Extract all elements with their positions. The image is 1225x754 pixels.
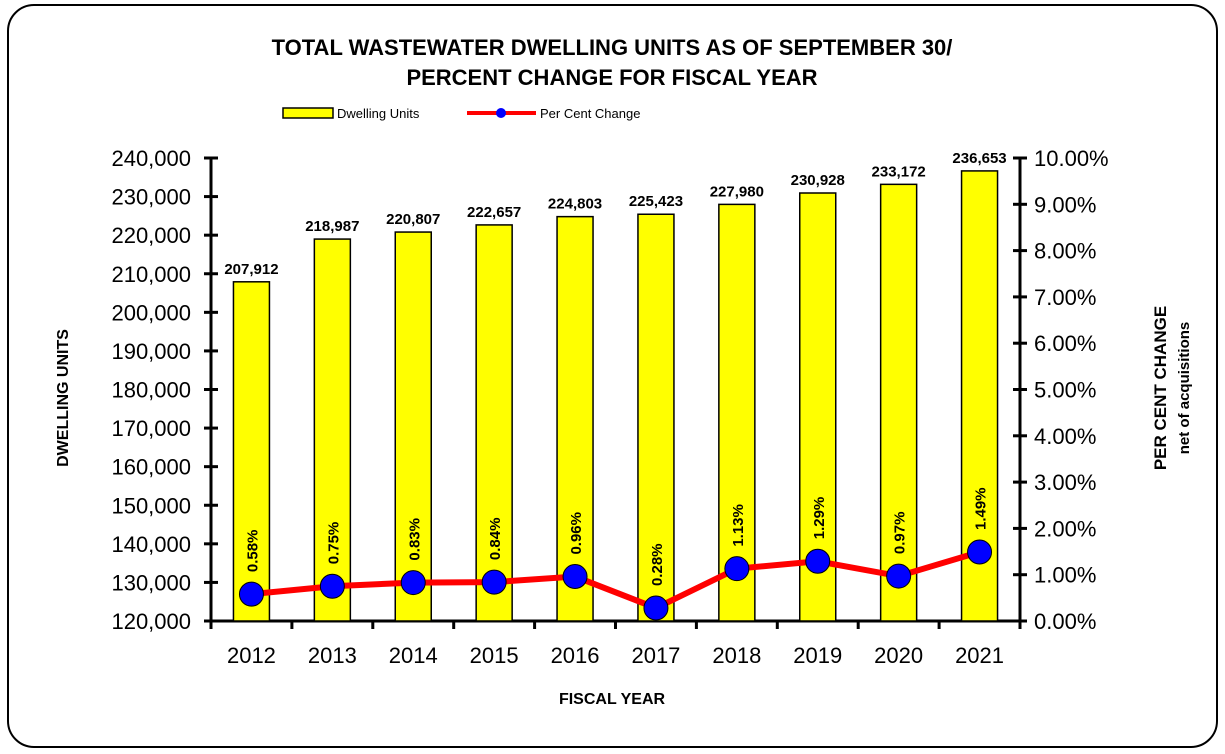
y-tick-label: 160,000 [111, 455, 191, 480]
y2-tick-label: 3.00% [1034, 470, 1096, 495]
bar-value-label: 233,172 [872, 163, 926, 180]
line-value-label: 0.28% [649, 543, 666, 586]
bar-value-label: 230,928 [791, 172, 845, 189]
bar [394, 231, 432, 622]
line-marker [319, 573, 345, 599]
chart-title: PERCENT CHANGE FOR FISCAL YEAR [406, 65, 817, 90]
y-tick-label: 190,000 [111, 339, 191, 364]
y2-axis-label: PER CENT CHANGE [1151, 306, 1170, 470]
x-tick-label: 2013 [308, 643, 357, 668]
y-tick-label: 240,000 [111, 146, 191, 171]
line-value-label: 0.96% [568, 512, 585, 555]
line-value-label: 0.75% [325, 522, 342, 565]
y-tick-label: 230,000 [111, 185, 191, 210]
bar-value-label: 222,657 [467, 204, 521, 221]
x-tick-label: 2014 [389, 643, 438, 668]
line-marker [967, 539, 993, 565]
bar [556, 215, 594, 622]
line-marker [886, 563, 912, 589]
line-marker [724, 556, 750, 582]
bar-value-label: 227,980 [710, 183, 764, 200]
line-marker [238, 581, 264, 607]
bar [313, 238, 352, 622]
y2-tick-label: 8.00% [1034, 239, 1096, 264]
y2-tick-label: 0.00% [1034, 609, 1096, 634]
x-tick-label: 2015 [470, 643, 519, 668]
legend-swatch [496, 108, 506, 118]
y2-tick-label: 7.00% [1034, 285, 1096, 310]
line-value-label: 0.58% [244, 530, 261, 573]
y-tick-label: 150,000 [111, 493, 191, 518]
line-value-label: 1.13% [730, 504, 747, 547]
y2-tick-label: 1.00% [1034, 563, 1096, 588]
x-tick-label: 2017 [631, 643, 680, 668]
line-value-label: 0.84% [487, 518, 504, 561]
line-value-label: 0.97% [892, 512, 909, 555]
y2-tick-label: 10.00% [1034, 146, 1109, 171]
bar [475, 224, 513, 622]
x-tick-label: 2021 [955, 643, 1004, 668]
line-value-label: 1.29% [811, 497, 828, 540]
bar [232, 281, 271, 622]
bar-value-label: 225,423 [629, 193, 683, 210]
bar-value-label: 224,803 [548, 196, 602, 213]
y-tick-label: 170,000 [111, 416, 191, 441]
y-tick-label: 210,000 [111, 262, 191, 287]
bar [879, 183, 918, 622]
x-tick-label: 2020 [874, 643, 923, 668]
chart-title: TOTAL WASTEWATER DWELLING UNITS AS OF SE… [272, 35, 953, 60]
legend-label: Dwelling Units [337, 106, 420, 121]
x-tick-label: 2019 [793, 643, 842, 668]
y2-tick-label: 5.00% [1034, 378, 1096, 403]
y-tick-label: 180,000 [111, 378, 191, 403]
x-tick-label: 2012 [227, 643, 276, 668]
line-value-label: 0.83% [406, 518, 423, 561]
line-value-label: 1.49% [973, 487, 990, 530]
y-tick-label: 200,000 [111, 300, 191, 325]
line-marker [400, 570, 426, 596]
y2-axis-note: net of acquisitions [1176, 322, 1193, 455]
legend-swatch [282, 107, 334, 119]
bar [718, 203, 756, 622]
y-tick-label: 120,000 [111, 609, 191, 634]
bar-value-label: 207,912 [224, 261, 278, 278]
y2-tick-label: 4.00% [1034, 424, 1096, 449]
line-marker [805, 548, 831, 574]
y2-tick-label: 6.00% [1034, 331, 1096, 356]
bar-value-label: 218,987 [305, 218, 359, 235]
y2-tick-label: 9.00% [1034, 192, 1096, 217]
bar-value-label: 220,807 [386, 211, 440, 228]
y-tick-label: 130,000 [111, 570, 191, 595]
y-axis-label: DWELLING UNITS [55, 329, 72, 467]
y-tick-label: 220,000 [111, 223, 191, 248]
y-tick-label: 140,000 [111, 532, 191, 557]
line-marker [643, 595, 669, 621]
bar [637, 213, 675, 622]
x-tick-label: 2018 [712, 643, 761, 668]
x-axis-label: FISCAL YEAR [559, 691, 666, 708]
line-marker [481, 569, 507, 595]
line-marker [562, 564, 588, 590]
bar-value-label: 236,653 [952, 150, 1006, 167]
x-tick-label: 2016 [551, 643, 600, 668]
legend-label: Per Cent Change [540, 106, 640, 121]
y2-tick-label: 2.00% [1034, 516, 1096, 541]
line [251, 549, 981, 612]
